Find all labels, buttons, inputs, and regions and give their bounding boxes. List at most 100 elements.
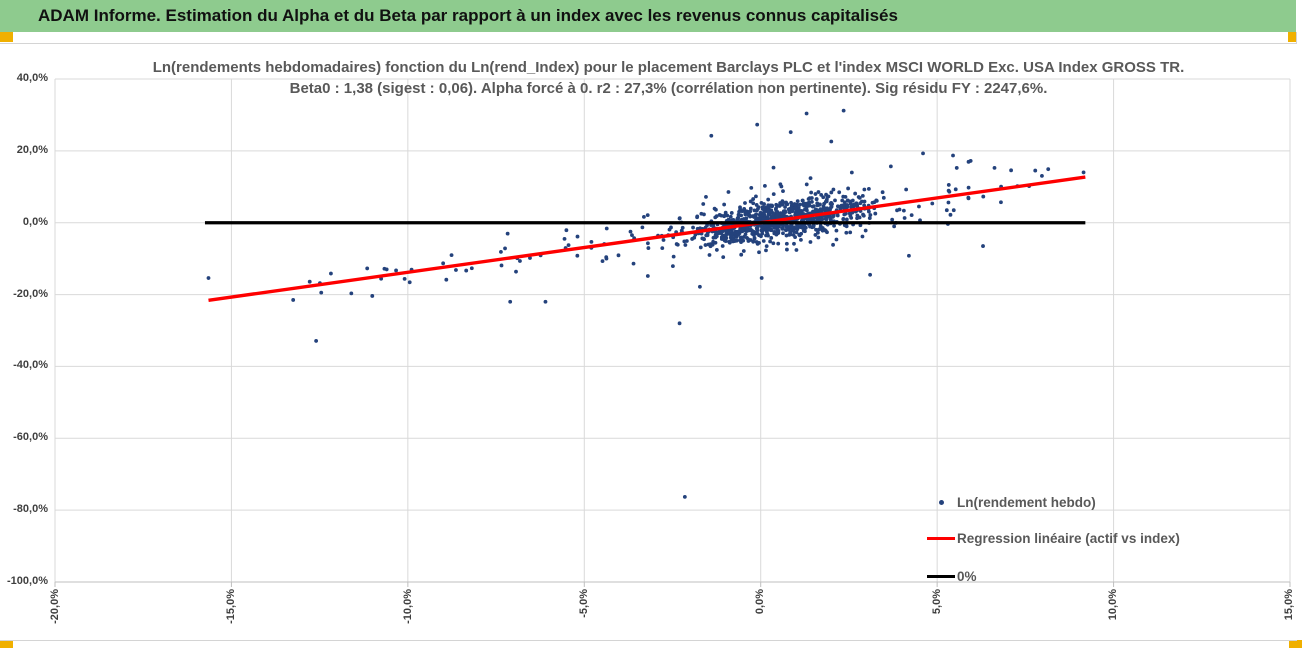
scatter-point <box>895 208 899 213</box>
scatter-point <box>754 212 759 217</box>
scatter-point <box>835 213 840 218</box>
scatter-point <box>759 276 764 280</box>
scatter-point <box>797 233 802 238</box>
scatter-point <box>801 228 806 233</box>
legend-label: Regression linéaire (actif vs index) <box>957 530 1180 546</box>
scatter-point <box>736 230 741 234</box>
scatter-point <box>698 245 703 250</box>
scatter-point <box>707 253 712 257</box>
scatter-point <box>809 196 814 200</box>
scatter-point <box>758 214 763 218</box>
scatter-point <box>752 236 757 240</box>
scatter-series <box>206 108 1086 499</box>
scatter-point <box>780 227 785 231</box>
scatter-point <box>841 194 846 199</box>
scatter-point <box>801 202 806 207</box>
regression-line <box>208 175 1086 302</box>
scatter-point <box>785 247 789 252</box>
scatter-point <box>714 248 719 252</box>
scatter-point <box>709 133 714 138</box>
scatter-point <box>811 223 816 228</box>
scatter-point <box>697 284 702 289</box>
scatter-point <box>646 246 651 250</box>
scatter-point <box>946 188 951 193</box>
scatter-point <box>801 218 806 222</box>
scatter-point <box>670 264 675 269</box>
scatter-point <box>843 211 848 216</box>
scatter-point <box>206 276 211 280</box>
scatter-point <box>449 253 454 258</box>
scatter-point <box>966 185 971 190</box>
scatter-point <box>645 213 650 218</box>
y-tick-label: -80,0% <box>13 503 48 516</box>
scatter-point <box>499 249 503 254</box>
scatter-point <box>787 210 792 215</box>
scatter-point <box>745 228 750 233</box>
scatter-point <box>778 201 783 205</box>
scatter-point <box>726 190 731 194</box>
scatter-point <box>764 248 768 253</box>
scatter-point <box>407 280 412 285</box>
scatter-point <box>757 240 761 245</box>
scatter-point <box>867 216 872 220</box>
x-tick-label: 5,0% <box>930 589 943 615</box>
x-tick-label: -15,0% <box>224 589 237 624</box>
legend-item-zero[interactable]: 0% <box>925 566 977 586</box>
scatter-point <box>660 246 665 251</box>
scatter-point <box>861 213 866 218</box>
scatter-point <box>881 195 886 200</box>
scatter-point <box>822 207 827 212</box>
scatter-point <box>724 233 728 238</box>
line-marker-icon <box>925 574 957 578</box>
scatter-point <box>743 217 748 222</box>
scatter-point <box>792 241 796 246</box>
y-tick-label: -60,0% <box>13 431 48 444</box>
scatter-point <box>904 187 909 192</box>
x-tick-label: 10,0% <box>1107 589 1120 621</box>
scatter-point <box>797 209 802 214</box>
scatter-point <box>1040 173 1044 178</box>
scatter-point <box>855 204 860 209</box>
scatter-point <box>844 230 849 235</box>
scatter-point <box>760 205 765 210</box>
scatter-point <box>755 231 760 236</box>
scatter-point <box>785 202 790 207</box>
scatter-point <box>880 190 885 195</box>
scatter-point <box>859 199 864 204</box>
legend-item-regression[interactable]: Regression linéaire (actif vs index) <box>925 528 1180 548</box>
chart-object[interactable]: Ln(rendements hebdomadaires) fonction du… <box>0 43 1297 641</box>
scatter-point <box>834 237 839 242</box>
scatter-point <box>746 237 750 242</box>
scatter-point <box>762 210 766 215</box>
scatter-point <box>771 192 776 196</box>
scatter-point <box>754 203 759 207</box>
range-corner-marker <box>1288 32 1297 42</box>
legend-label: 0% <box>957 568 977 584</box>
scatter-point <box>705 223 709 228</box>
scatter-point <box>645 241 650 246</box>
scatter-point <box>817 227 821 232</box>
scatter-point <box>640 225 645 230</box>
scatter-point <box>628 229 633 234</box>
scatter-point <box>874 198 879 203</box>
scatter-point <box>761 239 766 243</box>
scatter-point <box>768 239 773 244</box>
scatter-point <box>748 206 753 211</box>
scatter-point <box>844 217 849 222</box>
scatter-point <box>736 215 741 220</box>
scatter-point <box>828 207 832 212</box>
scatter-point <box>814 197 819 201</box>
legend-item-scatter[interactable]: Ln(rendement hebdo) <box>925 492 1096 512</box>
scatter-point <box>824 199 829 204</box>
scatter-point <box>781 231 785 236</box>
scatter-point <box>751 201 756 206</box>
scatter-point <box>728 214 733 219</box>
scatter-point <box>837 190 842 195</box>
scatter-point <box>833 198 837 203</box>
scatter-point <box>829 139 834 144</box>
scatter-point <box>810 199 814 204</box>
scatter-point <box>849 170 854 175</box>
scatter-marker-icon <box>925 499 957 505</box>
scatter-point <box>645 274 650 278</box>
scatter-point <box>828 201 833 206</box>
